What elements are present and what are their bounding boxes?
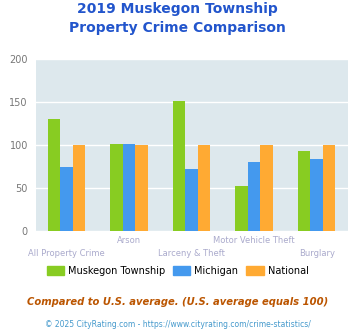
- Bar: [173, 101, 185, 231]
- Text: Burglary: Burglary: [299, 249, 335, 258]
- Bar: [323, 145, 335, 231]
- Bar: [235, 185, 248, 231]
- Text: Motor Vehicle Theft: Motor Vehicle Theft: [213, 236, 295, 245]
- Legend: Muskegon Township, Michigan, National: Muskegon Township, Michigan, National: [43, 262, 312, 280]
- Bar: [261, 145, 273, 231]
- Bar: [123, 144, 136, 231]
- Bar: [310, 159, 323, 231]
- Bar: [60, 167, 73, 231]
- Bar: [248, 161, 261, 231]
- Bar: [185, 169, 198, 231]
- Bar: [48, 119, 60, 231]
- Bar: [198, 145, 211, 231]
- Bar: [110, 144, 123, 231]
- Text: © 2025 CityRating.com - https://www.cityrating.com/crime-statistics/: © 2025 CityRating.com - https://www.city…: [45, 320, 310, 329]
- Text: Compared to U.S. average. (U.S. average equals 100): Compared to U.S. average. (U.S. average …: [27, 297, 328, 307]
- Bar: [136, 145, 148, 231]
- Text: 2019 Muskegon Township: 2019 Muskegon Township: [77, 2, 278, 16]
- Text: Larceny & Theft: Larceny & Theft: [158, 249, 225, 258]
- Bar: [73, 145, 86, 231]
- Text: Property Crime Comparison: Property Crime Comparison: [69, 21, 286, 35]
- Bar: [298, 151, 310, 231]
- Text: All Property Crime: All Property Crime: [28, 249, 105, 258]
- Text: Arson: Arson: [117, 236, 141, 245]
